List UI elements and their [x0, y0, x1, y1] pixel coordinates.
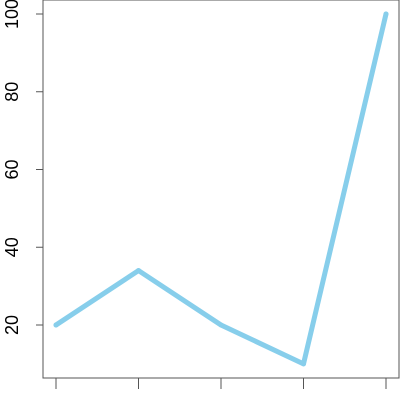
- data-point: [301, 361, 306, 367]
- x-axis: [55, 377, 387, 389]
- series-line: [53, 11, 389, 367]
- y-tick-label: 80: [2, 82, 22, 102]
- y-tick-label: 100: [2, 0, 22, 29]
- y-axis: 20 40 60 80 100: [2, 0, 44, 335]
- data-point: [383, 11, 389, 17]
- data-point: [218, 322, 224, 328]
- data-point: [53, 322, 59, 328]
- series-layer: [53, 11, 389, 367]
- y-tick-label: 20: [2, 315, 22, 335]
- y-tick-label: 60: [2, 159, 22, 179]
- y-tick-label: 40: [2, 237, 22, 257]
- data-point: [136, 268, 141, 274]
